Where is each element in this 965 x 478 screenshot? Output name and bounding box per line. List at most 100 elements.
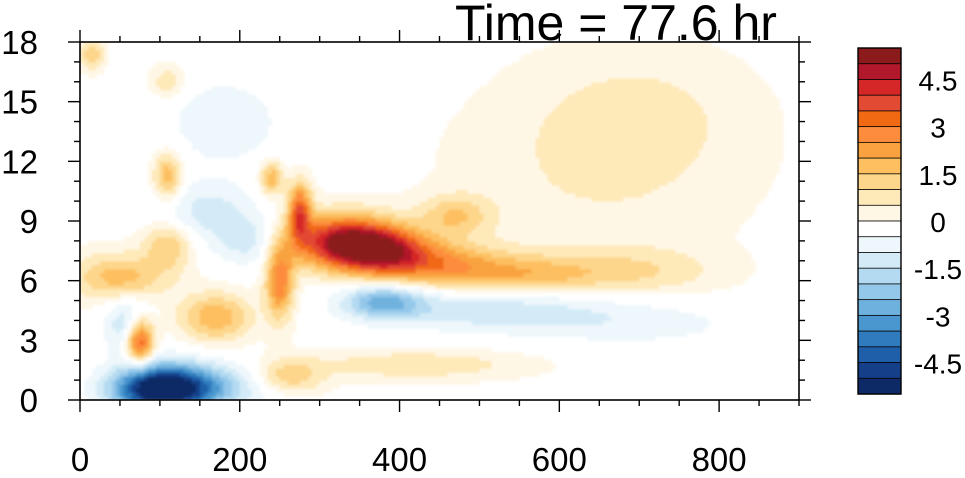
field-cell [515,296,520,302]
field-cell [407,264,413,270]
field-cell [83,364,89,369]
field-cell [675,312,680,318]
field-cell [279,364,285,369]
field-cell [291,288,297,294]
field-cell [307,256,313,262]
field-cell [459,276,465,282]
field-cell [327,372,333,377]
field-cell [639,340,644,345]
field-cell [455,256,461,262]
field-cell [267,380,273,385]
field-cell [695,280,700,286]
field-cell [651,272,656,278]
field-cell [711,260,716,266]
field-cell [607,336,612,341]
field-cell [395,372,401,377]
field-cell [199,292,205,298]
field-cell [123,328,129,333]
field-cell [687,256,692,262]
field-cell [655,264,660,270]
field-cell [703,336,708,341]
field-cell [487,276,493,282]
field-cell [187,256,193,262]
field-cell [491,264,497,270]
field-cell [347,292,353,298]
field-cell [431,300,437,306]
field-cell [671,312,676,318]
field-cell [635,264,640,270]
field-cell [80,256,85,262]
field-cell [151,360,157,365]
field-cell [551,304,556,310]
field-cell [495,304,501,310]
field-cell [159,332,165,337]
field-cell [667,300,672,306]
field-cell [595,304,600,310]
field-cell [675,272,680,278]
field-cell [139,332,145,337]
field-cell [403,272,409,278]
field-cell [267,364,273,369]
field-cell [363,300,369,306]
field-cell [263,312,269,318]
field-cell [659,276,664,282]
field-cell [595,276,600,282]
field-cell [219,324,225,329]
field-cell [735,328,740,333]
field-cell [291,268,297,274]
field-cell [471,336,477,341]
field-cell [727,308,732,314]
field-cell [491,368,497,373]
field-cell [111,372,117,377]
field-cell [591,344,596,349]
field-cell [195,300,201,306]
field-cell [191,280,197,286]
field-cell [739,280,744,286]
field-cell [723,316,728,322]
field-cell [615,348,620,353]
field-cell [531,260,536,266]
field-cell [80,288,85,294]
field-cell [667,340,672,345]
field-cell [539,320,544,326]
field-cell [603,328,608,333]
field-cell [223,308,229,314]
field-cell [539,328,544,333]
field-cell [399,296,405,302]
field-cell [751,268,756,274]
field-cell [527,332,532,337]
field-cell [531,308,536,314]
field-cell [671,328,676,333]
field-cell [191,268,197,274]
field-cell [211,340,217,345]
field-cell [743,316,748,322]
field-cell [527,252,532,258]
field-cell [479,320,485,326]
field-cell [147,344,153,349]
field-cell [487,364,493,369]
field-cell [227,248,233,254]
field-cell [459,372,465,377]
field-cell [383,324,389,329]
field-cell [155,252,161,258]
field-cell [155,268,161,274]
field-cell [359,348,365,353]
field-cell [323,380,329,385]
field-cell [307,316,313,322]
field-cell [175,300,181,306]
field-cell [159,312,165,318]
field-cell [631,276,636,282]
field-cell [159,296,165,302]
field-cell [495,340,501,345]
field-cell [179,336,185,341]
field-cell [403,288,409,294]
field-cell [275,384,281,389]
field-cell [83,276,89,282]
field-cell [527,316,532,322]
field-cell [291,304,297,310]
field-cell [111,348,117,353]
field-cell [615,284,620,290]
field-cell [307,260,313,266]
field-cell [667,332,672,337]
field-cell [119,312,125,318]
